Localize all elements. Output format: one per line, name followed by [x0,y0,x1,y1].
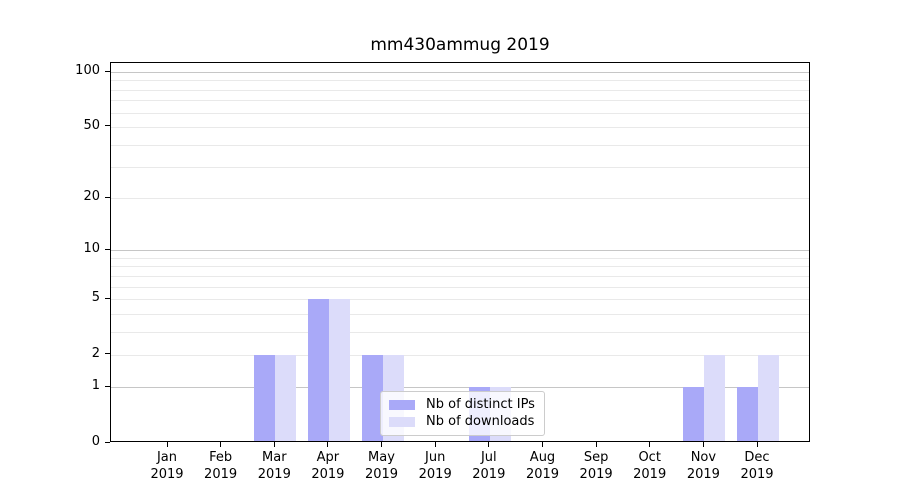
x-tick-label: Mar 2019 [247,449,301,483]
gridline-y-1 [111,387,809,389]
x-tick-label-line: 2019 [150,467,184,482]
legend-swatch-distinct-ips [389,400,415,410]
x-tick-mark [327,442,329,447]
bar-downloads [758,354,779,441]
bar-downloads [328,299,350,441]
x-tick-label-line: Apr [316,450,340,465]
x-tick-label-line: Jan [156,450,178,465]
x-tick-label-line: 2019 [311,467,345,482]
x-tick-label-line: Jun [425,450,446,465]
y-tick-label: 10 [83,241,100,257]
x-tick-mark [702,442,704,447]
x-tick-mark [220,442,222,447]
x-tick-label: Jun 2019 [408,449,462,483]
minor-gridline [111,275,809,277]
y-tick-label: 2 [91,345,100,361]
x-tick-label-line: 2019 [418,467,452,482]
x-tick-mark [166,442,168,447]
plot-area [110,62,810,442]
minor-gridline [111,80,809,82]
x-tick-label: Apr 2019 [301,449,355,483]
minor-gridline [111,257,809,259]
x-tick-label-line: 2019 [525,467,560,482]
x-tick-mark [488,442,490,447]
x-tick-label: Feb 2019 [194,449,248,483]
minor-gridline [111,167,809,168]
minor-gridline [111,100,809,102]
x-tick-mark [542,442,543,447]
x-tick-label-line: 2019 [579,467,613,482]
gridline-y-5 [111,299,809,300]
minor-gridline [111,266,809,268]
x-tick-label-line: 2019 [472,467,506,482]
bar-distinct-ips [683,387,705,441]
minor-gridline [111,112,809,114]
x-tick-label-line: 2019 [686,467,720,482]
bar-distinct-ips [737,387,758,441]
bar-downloads [704,354,726,441]
x-tick-label-line: May [368,450,395,465]
y-tick-label: 50 [83,117,100,133]
x-tick-label-line: Nov [690,450,717,465]
x-tick-label-line: Aug [529,450,556,465]
x-tick-label: Oct 2019 [623,449,677,483]
x-tick-label-line: Sep [583,450,609,465]
minor-gridline [111,331,809,333]
x-tick-label: Nov 2019 [676,449,730,483]
legend-item-downloads: Nb of downloads [389,414,535,430]
x-tick-label: Dec 2019 [730,449,784,483]
chart-title: mm430ammug 2019 [370,35,550,55]
legend-item-distinct-ips: Nb of distinct IPs [389,397,535,413]
x-tick-mark [649,442,651,447]
x-tick-label-line: Dec [744,450,770,465]
minor-gridline [111,286,809,288]
gridline-y-100 [111,72,809,73]
x-tick-mark [273,442,275,447]
x-tick-label-line: Feb [209,450,233,465]
legend-label-downloads: Nb of downloads [426,414,535,429]
bar-distinct-ips [361,354,383,441]
y-tick-label: 20 [83,189,100,205]
minor-gridline [111,89,809,91]
y-tick-label: 1 [91,378,100,394]
x-tick-label-line: 2019 [633,467,667,482]
legend-label-distinct-ips: Nb of distinct IPs [426,397,535,412]
legend: Nb of distinct IPs Nb of downloads [380,391,545,436]
x-tick-label: Sep 2019 [569,449,623,483]
x-tick-label: May 2019 [355,449,409,483]
x-tick-mark [595,442,597,447]
x-tick-label-line: 2019 [364,467,399,482]
x-tick-label-line: Mar [262,450,287,465]
bar-downloads [275,354,297,441]
x-tick-label-line: 2019 [204,467,238,482]
x-tick-label-line: Jul [480,450,497,465]
x-tick-label: Jul 2019 [462,449,516,483]
bar-distinct-ips [307,299,329,441]
gridline-y-20 [111,198,809,200]
x-tick-mark [381,442,382,447]
gridline-y-2 [111,354,809,356]
x-tick-label: Jan 2019 [140,449,194,483]
y-tick-label: 0 [91,434,100,449]
minor-gridline [111,313,809,315]
y-tick-label: 100 [75,63,100,78]
gridline-y-10 [111,250,809,252]
bar-distinct-ips [254,354,276,441]
x-tick-label-line: Oct [638,450,661,465]
x-tick-label-line: 2019 [257,467,291,482]
x-tick-label-line: 2019 [740,467,774,482]
y-tick-label: 5 [91,290,100,305]
legend-swatch-downloads [389,417,415,427]
minor-gridline [111,144,809,146]
gridline-y-50 [111,126,809,128]
x-tick-mark [434,442,436,447]
x-tick-label: Aug 2019 [516,449,570,483]
x-tick-mark [756,442,758,447]
